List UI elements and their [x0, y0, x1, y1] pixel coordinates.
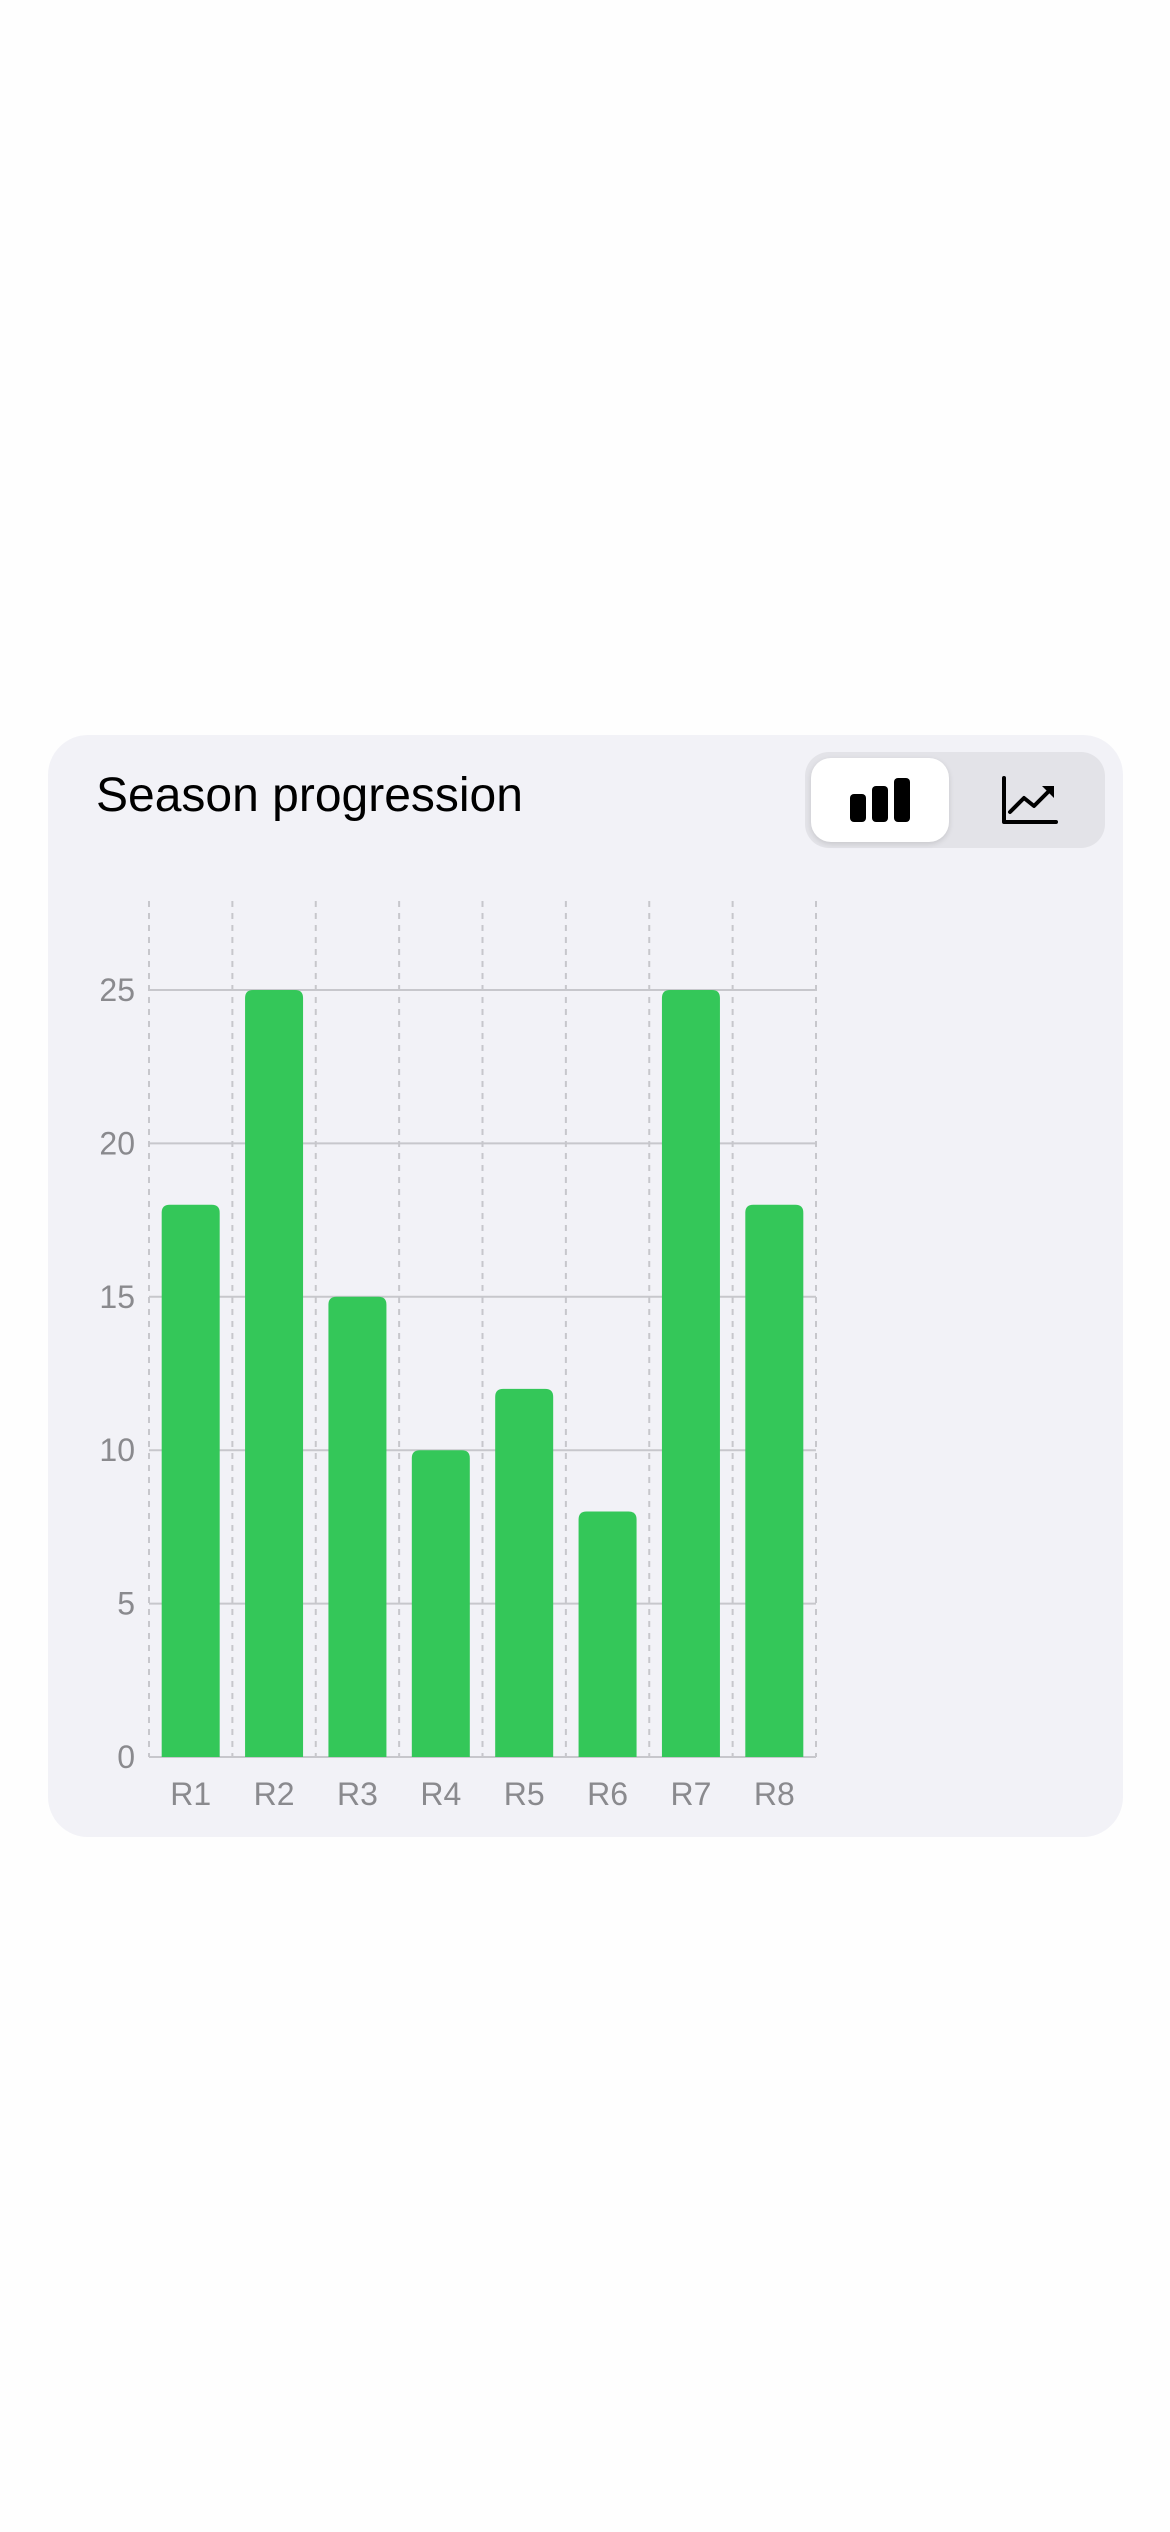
- x-tick-label: R2: [254, 1776, 295, 1812]
- y-tick-label: 15: [99, 1279, 135, 1315]
- card-title: Season progression: [96, 769, 523, 822]
- y-tick-label: 25: [99, 972, 135, 1008]
- bar-r2: [245, 990, 304, 1757]
- bar-r6: [578, 1511, 637, 1757]
- x-tick-label: R8: [754, 1776, 795, 1812]
- bar-r4: [411, 1450, 470, 1757]
- bar-chart: 0 5 10 15 20 25 R1 R2 R3 R4 R5 R6 R7 R8: [99, 901, 817, 1812]
- bar-chart-toggle-button[interactable]: [811, 758, 949, 842]
- line-chart-icon: [1002, 776, 1058, 824]
- bar-r8: [745, 1204, 804, 1757]
- x-tick-label: R7: [670, 1776, 711, 1812]
- season-progression-card: Season progression 0 5 10 15 20 25 R1 R2 R3 R4 R5 R…: [48, 735, 1123, 1837]
- x-tick-label: R4: [420, 1776, 461, 1812]
- bar-r7: [661, 990, 720, 1757]
- y-tick-label: 20: [99, 1125, 135, 1161]
- bar-chart-icon: [850, 778, 910, 822]
- y-tick-label: 5: [117, 1586, 135, 1622]
- x-tick-label: R6: [587, 1776, 628, 1812]
- bar-r5: [495, 1388, 554, 1757]
- x-tick-label: R3: [337, 1776, 378, 1812]
- bar-r1: [161, 1204, 220, 1757]
- bar-r3: [328, 1296, 387, 1757]
- y-tick-label: 10: [99, 1432, 135, 1468]
- y-tick-label: 0: [117, 1739, 135, 1775]
- x-tick-label: R5: [504, 1776, 545, 1812]
- chart-type-toggle[interactable]: [805, 752, 1105, 848]
- line-chart-toggle-button[interactable]: [961, 758, 1099, 842]
- x-tick-label: R1: [170, 1776, 211, 1812]
